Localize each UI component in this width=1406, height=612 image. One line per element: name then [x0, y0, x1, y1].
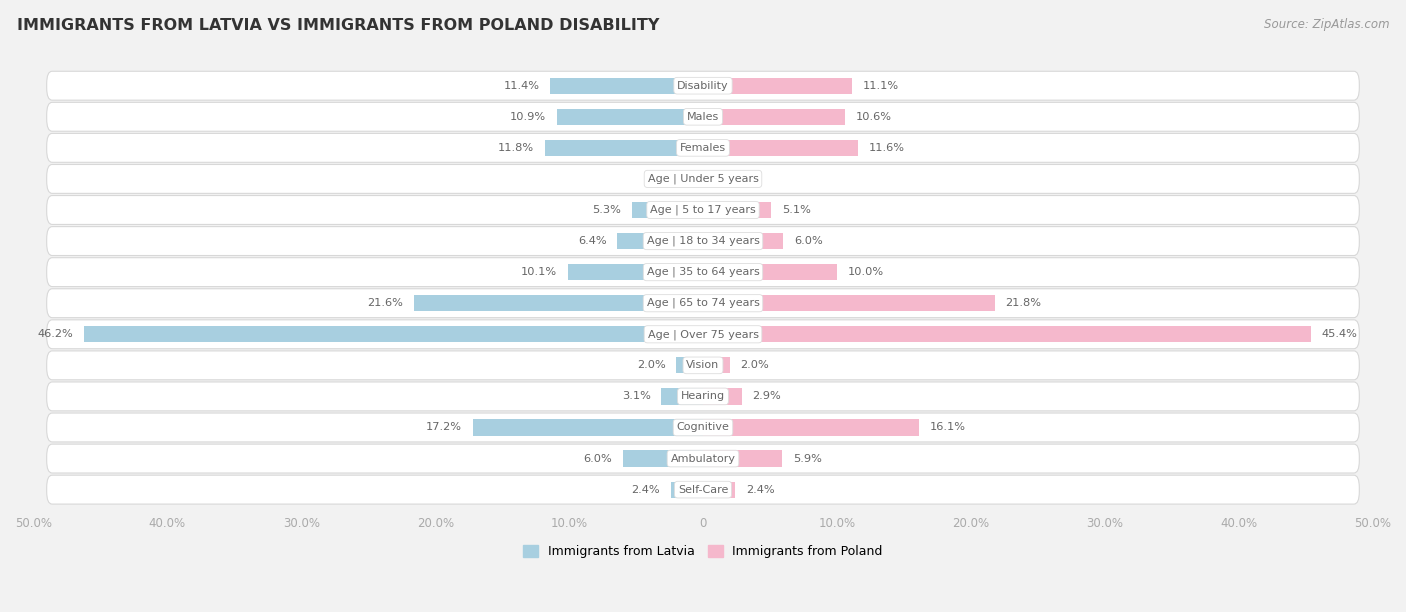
Text: Ambulatory: Ambulatory: [671, 453, 735, 463]
Text: 10.1%: 10.1%: [522, 267, 557, 277]
Bar: [557, 109, 703, 125]
Text: Cognitive: Cognitive: [676, 422, 730, 433]
Text: 11.6%: 11.6%: [869, 143, 905, 153]
Text: Disability: Disability: [678, 81, 728, 91]
Text: 2.0%: 2.0%: [637, 360, 665, 370]
Bar: [703, 140, 858, 156]
Text: 11.1%: 11.1%: [862, 81, 898, 91]
FancyBboxPatch shape: [46, 320, 1360, 349]
FancyBboxPatch shape: [46, 71, 1360, 100]
FancyBboxPatch shape: [46, 196, 1360, 225]
Text: 10.0%: 10.0%: [848, 267, 884, 277]
Text: 5.9%: 5.9%: [793, 453, 821, 463]
FancyBboxPatch shape: [46, 165, 1360, 193]
Text: Females: Females: [681, 143, 725, 153]
FancyBboxPatch shape: [46, 475, 1360, 504]
Text: Self-Care: Self-Care: [678, 485, 728, 494]
Text: 5.3%: 5.3%: [592, 205, 621, 215]
Text: Age | 18 to 34 years: Age | 18 to 34 years: [647, 236, 759, 246]
FancyBboxPatch shape: [46, 226, 1360, 256]
Text: Age | 65 to 74 years: Age | 65 to 74 years: [647, 298, 759, 308]
Legend: Immigrants from Latvia, Immigrants from Poland: Immigrants from Latvia, Immigrants from …: [519, 540, 887, 563]
Bar: [676, 357, 703, 373]
Bar: [703, 450, 782, 466]
Text: Age | 5 to 17 years: Age | 5 to 17 years: [650, 205, 756, 215]
Bar: [472, 419, 703, 436]
Bar: [413, 295, 703, 312]
FancyBboxPatch shape: [46, 258, 1360, 286]
Bar: [671, 482, 703, 498]
Text: 16.1%: 16.1%: [929, 422, 966, 433]
Text: Vision: Vision: [686, 360, 720, 370]
Bar: [703, 326, 1310, 342]
Bar: [661, 389, 703, 405]
Text: 2.4%: 2.4%: [631, 485, 661, 494]
Text: 1.2%: 1.2%: [648, 174, 676, 184]
FancyBboxPatch shape: [46, 102, 1360, 131]
Text: Males: Males: [688, 112, 718, 122]
Text: 2.0%: 2.0%: [741, 360, 769, 370]
Bar: [623, 450, 703, 466]
Text: 11.8%: 11.8%: [498, 143, 534, 153]
Text: 46.2%: 46.2%: [38, 329, 73, 339]
Text: 5.1%: 5.1%: [782, 205, 811, 215]
Text: 6.0%: 6.0%: [583, 453, 612, 463]
Text: 6.4%: 6.4%: [578, 236, 606, 246]
Text: IMMIGRANTS FROM LATVIA VS IMMIGRANTS FROM POLAND DISABILITY: IMMIGRANTS FROM LATVIA VS IMMIGRANTS FRO…: [17, 18, 659, 34]
FancyBboxPatch shape: [46, 289, 1360, 318]
Bar: [568, 264, 703, 280]
FancyBboxPatch shape: [46, 413, 1360, 442]
Text: Age | Over 75 years: Age | Over 75 years: [648, 329, 758, 340]
Bar: [550, 78, 703, 94]
FancyBboxPatch shape: [46, 382, 1360, 411]
Bar: [703, 419, 918, 436]
Bar: [703, 482, 735, 498]
Bar: [703, 233, 783, 249]
Text: 6.0%: 6.0%: [794, 236, 823, 246]
Bar: [703, 109, 845, 125]
FancyBboxPatch shape: [46, 133, 1360, 162]
Text: 3.1%: 3.1%: [621, 392, 651, 401]
FancyBboxPatch shape: [46, 444, 1360, 473]
Text: 21.6%: 21.6%: [367, 298, 404, 308]
Text: 11.4%: 11.4%: [503, 81, 540, 91]
Bar: [703, 202, 772, 218]
Bar: [703, 78, 852, 94]
FancyBboxPatch shape: [46, 351, 1360, 380]
Bar: [703, 389, 742, 405]
Text: Hearing: Hearing: [681, 392, 725, 401]
Bar: [703, 264, 837, 280]
Bar: [703, 357, 730, 373]
Text: 17.2%: 17.2%: [426, 422, 463, 433]
Text: 21.8%: 21.8%: [1005, 298, 1042, 308]
Bar: [633, 202, 703, 218]
Text: 2.9%: 2.9%: [752, 392, 782, 401]
Text: 10.6%: 10.6%: [856, 112, 891, 122]
Text: 2.4%: 2.4%: [745, 485, 775, 494]
Text: Age | Under 5 years: Age | Under 5 years: [648, 174, 758, 184]
Text: 1.3%: 1.3%: [731, 174, 761, 184]
Bar: [703, 171, 720, 187]
Bar: [688, 171, 703, 187]
Bar: [546, 140, 703, 156]
Text: 45.4%: 45.4%: [1322, 329, 1358, 339]
Bar: [703, 295, 995, 312]
Bar: [617, 233, 703, 249]
Text: 10.9%: 10.9%: [510, 112, 547, 122]
Text: Age | 35 to 64 years: Age | 35 to 64 years: [647, 267, 759, 277]
Bar: [84, 326, 703, 342]
Text: Source: ZipAtlas.com: Source: ZipAtlas.com: [1264, 18, 1389, 31]
